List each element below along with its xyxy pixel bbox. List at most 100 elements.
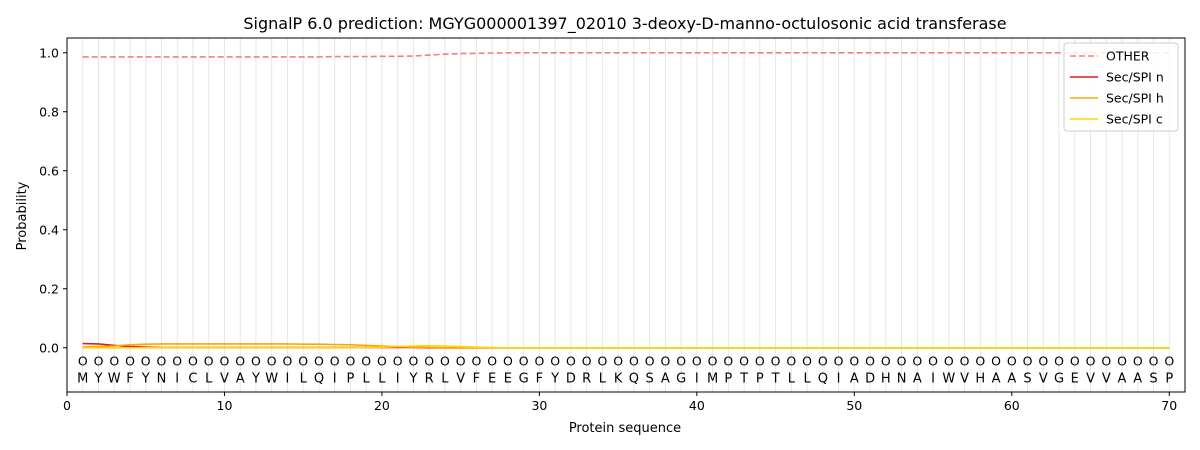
state-label: O (283, 354, 293, 369)
state-label: O (818, 354, 828, 369)
residue-label: A (992, 371, 1001, 386)
state-label: O (1133, 354, 1143, 369)
x-axis-label: Protein sequence (569, 421, 681, 436)
state-label: O (755, 354, 765, 369)
residue-label: I (837, 371, 841, 386)
state-label: O (471, 354, 481, 369)
residue-label: I (695, 371, 699, 386)
state-label: O (393, 354, 403, 369)
legend: OTHER Sec/SPI n Sec/SPI h Sec/SPI c (1063, 42, 1179, 132)
residue-label: Y (141, 371, 150, 386)
x-tick-label: 10 (217, 398, 233, 413)
state-label: O (613, 354, 623, 369)
residue-label: V (1102, 371, 1111, 386)
residue-label: D (566, 371, 576, 386)
state-label: O (708, 354, 718, 369)
state-label: O (912, 354, 922, 369)
residue-label: L (441, 371, 449, 386)
y-axis-ticks: 0.0 0.2 0.4 0.6 0.8 1.0 (39, 45, 67, 355)
residue-label: T (739, 371, 748, 386)
residue-label: Q (629, 371, 639, 386)
plot-frame (66, 37, 1186, 393)
residue-label: E (1071, 371, 1079, 386)
state-label: O (267, 354, 277, 369)
state-label: O (220, 354, 230, 369)
residue-label: P (724, 371, 732, 386)
residue-label: F (126, 371, 133, 386)
state-label: O (834, 354, 844, 369)
residue-label: G (676, 371, 686, 386)
legend-label: Sec/SPI n (1106, 70, 1164, 85)
residue-label: P (756, 371, 764, 386)
state-label: O (739, 354, 749, 369)
y-tick-label: 0.8 (39, 104, 59, 119)
state-label: O (78, 354, 88, 369)
residue-label: W (265, 371, 278, 386)
residue-label: L (363, 371, 371, 386)
x-tick-label: 20 (374, 398, 390, 413)
residue-label: C (188, 371, 197, 386)
state-label: O (771, 354, 781, 369)
state-label: O (692, 354, 702, 369)
legend-label: Sec/SPI c (1106, 112, 1163, 127)
residue-label: S (1149, 371, 1157, 386)
state-label: O (897, 354, 907, 369)
state-label: O (298, 354, 308, 369)
state-label: O (723, 354, 733, 369)
legend-label: Sec/SPI h (1106, 91, 1164, 106)
state-label: O (786, 354, 796, 369)
series-sec-spi-c-line (82, 344, 1170, 349)
residue-label: A (1118, 371, 1127, 386)
residue-label: Q (314, 371, 324, 386)
state-label: O (960, 354, 970, 369)
x-tick-label: 0 (63, 398, 71, 413)
residue-label: V (1086, 371, 1095, 386)
state-label: O (519, 354, 529, 369)
chart-title: SignalP 6.0 prediction: MGYG000001397_02… (243, 14, 1006, 34)
y-tick-label: 1.0 (39, 45, 59, 60)
state-label: O (534, 354, 544, 369)
residue-label: W (108, 371, 121, 386)
residue-label: Y (408, 371, 417, 386)
legend-label: OTHER (1106, 49, 1150, 64)
state-label: O (944, 354, 954, 369)
state-label: O (503, 354, 513, 369)
state-label: O (660, 354, 670, 369)
x-axis-ticks: 0 10 20 30 40 50 60 70 (63, 392, 1177, 413)
state-label: O (409, 354, 419, 369)
state-label: O (330, 354, 340, 369)
residue-label: A (1133, 371, 1142, 386)
residue-label: P (347, 371, 355, 386)
state-label: O (645, 354, 655, 369)
y-tick-label: 0.6 (39, 163, 59, 178)
residue-label: I (396, 371, 400, 386)
residue-label: W (942, 371, 955, 386)
state-label: O (1164, 354, 1174, 369)
x-tick-label: 40 (689, 398, 705, 413)
y-tick-label: 0.0 (39, 340, 59, 355)
state-label: O (566, 354, 576, 369)
state-label: O (1054, 354, 1064, 369)
residue-label: Y (94, 371, 103, 386)
residue-label: L (300, 371, 308, 386)
state-label: O (109, 354, 119, 369)
residue-label: Y (251, 371, 260, 386)
state-label: O (1086, 354, 1096, 369)
state-label: O (188, 354, 198, 369)
residue-label: F (536, 371, 543, 386)
residue-label: D (865, 371, 875, 386)
y-axis-label: Probability (15, 181, 30, 250)
residue-label: E (504, 371, 512, 386)
series-other-line (82, 51, 1170, 58)
state-label: O (361, 354, 371, 369)
x-tick-label: 50 (846, 398, 862, 413)
state-label: O (1007, 354, 1017, 369)
residue-label: I (333, 371, 337, 386)
residue-label: H (975, 371, 985, 386)
residue-label: G (519, 371, 529, 386)
state-label: O (881, 354, 891, 369)
state-label: O (377, 354, 387, 369)
residue-label: A (661, 371, 670, 386)
state-label: O (865, 354, 875, 369)
residue-grid (82, 38, 1170, 392)
